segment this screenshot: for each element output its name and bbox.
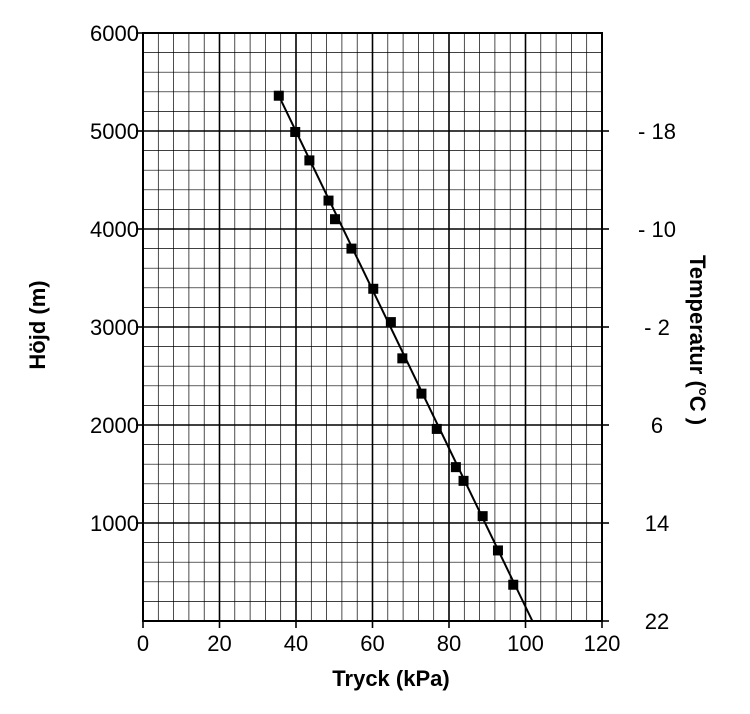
y2-tick-label: 6 xyxy=(651,413,663,438)
data-points xyxy=(273,90,519,590)
y2-tick-label: - 10 xyxy=(638,217,676,242)
x-tick-label: 80 xyxy=(437,631,461,656)
data-point xyxy=(290,126,301,137)
x-axis-label: Tryck (kPa) xyxy=(332,666,449,691)
data-point xyxy=(458,475,469,486)
x-tick-label: 40 xyxy=(284,631,308,656)
y-tick-labels: 1000 2000 3000 4000 5000 6000 xyxy=(90,21,139,536)
tick-marks xyxy=(136,32,609,628)
data-point xyxy=(273,90,284,101)
y2-axis-label-main: Temperatur ( xyxy=(685,255,710,389)
y-tick-label: 2000 xyxy=(90,413,139,438)
y2-tick-labels: 22 14 6 - 2 - 10 - 18 xyxy=(638,119,676,634)
x-tick-label: 100 xyxy=(507,631,544,656)
svg-text:Temperatur (oC ): Temperatur (oC ) xyxy=(685,255,711,425)
y2-axis-label: Temperatur (oC ) xyxy=(685,255,711,425)
data-point xyxy=(304,155,315,166)
x-tick-label: 60 xyxy=(360,631,384,656)
data-point xyxy=(330,214,341,225)
data-point xyxy=(416,388,427,399)
y-tick-label: 1000 xyxy=(90,511,139,536)
y2-axis-label-degree: o xyxy=(696,388,711,396)
data-point xyxy=(477,511,488,522)
y2-tick-label: - 18 xyxy=(638,119,676,144)
y2-tick-label: 22 xyxy=(645,609,669,634)
data-point xyxy=(450,462,461,473)
y2-axis-label-unit: C ) xyxy=(685,396,710,425)
y-tick-label: 6000 xyxy=(90,21,139,46)
y-tick-label: 4000 xyxy=(90,217,139,242)
data-point xyxy=(323,195,334,206)
y2-tick-label: 14 xyxy=(645,511,669,536)
x-tick-labels: 0 20 40 60 80 100 120 xyxy=(137,631,620,656)
x-tick-label: 20 xyxy=(207,631,231,656)
data-point xyxy=(397,353,408,364)
y-tick-label: 3000 xyxy=(90,315,139,340)
y2-tick-label: - 2 xyxy=(644,315,670,340)
y-tick-label: 5000 xyxy=(90,119,139,144)
x-tick-label: 120 xyxy=(584,631,621,656)
data-point xyxy=(431,423,442,434)
y-axis-label: Höjd (m) xyxy=(25,280,50,369)
data-point xyxy=(346,243,357,254)
data-point xyxy=(508,579,519,590)
data-point xyxy=(492,545,503,556)
x-tick-label: 0 xyxy=(137,631,149,656)
data-point xyxy=(385,317,396,328)
data-point xyxy=(368,283,379,294)
major-gridlines xyxy=(142,32,603,622)
